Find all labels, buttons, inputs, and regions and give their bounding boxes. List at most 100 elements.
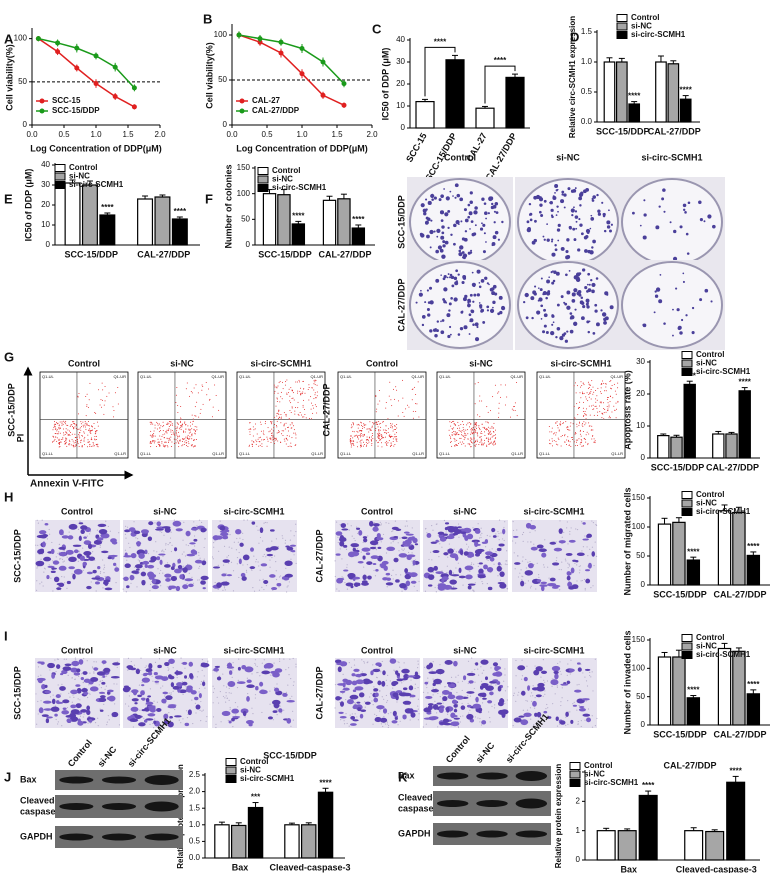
cell [393, 536, 398, 538]
event [260, 437, 261, 438]
event [154, 431, 155, 432]
event [560, 425, 561, 426]
cell [174, 671, 182, 675]
pore [462, 585, 463, 586]
pore [504, 668, 505, 669]
event [159, 442, 160, 443]
x-tick-label: CAL-27/DDP [706, 462, 759, 472]
pore [468, 546, 469, 547]
event [363, 446, 364, 447]
pore [222, 673, 223, 674]
pore [102, 541, 103, 542]
pore [128, 543, 129, 544]
event [558, 439, 559, 440]
event [282, 398, 283, 399]
cell [215, 536, 223, 540]
pore [440, 696, 441, 697]
pore [437, 693, 438, 694]
event [600, 402, 601, 403]
bar [629, 104, 640, 122]
event [379, 440, 380, 441]
pore [276, 570, 277, 571]
cell [553, 671, 558, 674]
event [551, 431, 552, 432]
pore [64, 561, 65, 562]
event [418, 381, 419, 382]
colony [576, 221, 578, 223]
event [591, 405, 592, 406]
pore [283, 658, 284, 659]
pore [60, 693, 61, 694]
pore [269, 559, 270, 560]
colony [600, 309, 602, 311]
event [192, 433, 193, 434]
pore [369, 696, 370, 697]
pore [285, 543, 286, 544]
cell [350, 543, 359, 547]
colony [554, 184, 558, 188]
event [589, 397, 590, 398]
pore [52, 560, 53, 561]
event [185, 424, 186, 425]
cell [267, 554, 274, 556]
event [486, 446, 487, 447]
pore [185, 686, 186, 687]
event [69, 431, 70, 432]
event [80, 421, 81, 422]
quadrant-label: Q1-UR [212, 374, 225, 379]
event [304, 393, 305, 394]
pore [149, 590, 150, 591]
pore [142, 674, 143, 675]
cell [93, 667, 98, 671]
pore [128, 658, 129, 659]
colony [434, 230, 436, 232]
cell [66, 715, 74, 718]
event [611, 388, 612, 389]
pore [487, 583, 488, 584]
cell [157, 665, 162, 668]
event [75, 442, 76, 443]
panel-letter: H [4, 489, 13, 504]
cell [403, 687, 407, 690]
colony [469, 313, 472, 316]
event [170, 437, 171, 438]
event [453, 431, 454, 432]
pore [184, 668, 185, 669]
cell [347, 573, 355, 578]
event [488, 430, 489, 431]
cell [395, 579, 400, 582]
colony [459, 197, 463, 201]
event [583, 431, 584, 432]
legend-swatch [682, 652, 692, 659]
pore [102, 559, 103, 560]
event [167, 423, 168, 424]
pore [383, 534, 384, 535]
event [488, 431, 489, 432]
pore [577, 684, 578, 685]
event [604, 412, 605, 413]
event [609, 381, 610, 382]
event [83, 425, 84, 426]
cell [182, 584, 188, 589]
pore [100, 547, 101, 548]
colony [492, 242, 496, 246]
colony [660, 274, 662, 276]
colony [425, 208, 427, 210]
pore [93, 661, 94, 662]
cell [62, 699, 69, 703]
cell [188, 709, 192, 715]
event [475, 440, 476, 441]
event [252, 446, 253, 447]
cell [59, 686, 66, 691]
event [201, 390, 202, 391]
event [607, 410, 608, 411]
event [189, 429, 190, 430]
pore [93, 673, 94, 674]
event [85, 396, 86, 397]
event [575, 434, 576, 435]
pore [457, 682, 458, 683]
event [161, 441, 162, 442]
colony [688, 201, 691, 204]
colony [532, 241, 536, 245]
cell [136, 569, 140, 571]
